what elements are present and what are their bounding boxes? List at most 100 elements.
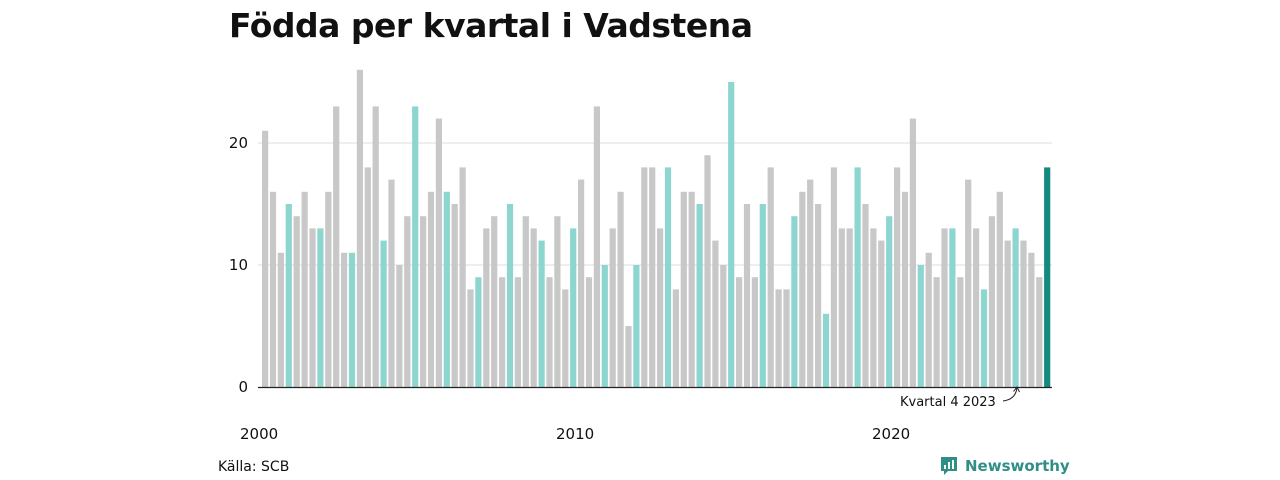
bar-2021-q2 — [933, 277, 940, 387]
bar-2011-q4 — [633, 265, 640, 387]
bar-2016-q1 — [767, 167, 774, 387]
bar-2018-q3 — [846, 228, 853, 387]
bar-2016-q2 — [775, 289, 782, 387]
bar-2000-q2 — [269, 191, 277, 387]
bar-2010-q2 — [585, 277, 593, 387]
bar-2018-q1 — [830, 167, 837, 387]
bar-2007-q2 — [491, 216, 498, 387]
bar-2013-q3 — [688, 191, 695, 387]
bar-2020-q4 — [917, 265, 924, 387]
bar-2000-q4 — [285, 204, 292, 387]
bar-2015-q4 — [759, 204, 766, 387]
bar-2024-q1 — [1020, 240, 1027, 387]
bar-2019-q1 — [862, 204, 869, 387]
y-tick-label: 20 — [229, 134, 248, 152]
bar-2011-q2 — [617, 191, 624, 387]
x-tick-label: 2000 — [240, 425, 278, 443]
bar-2009-q1 — [546, 277, 553, 387]
bar-2024-q3 — [1036, 277, 1043, 387]
bar-2011-q1 — [609, 228, 616, 387]
bar-2022-q3 — [973, 228, 980, 387]
bar-2022-q4 — [980, 289, 988, 387]
annotation-label: Kvartal 4 2023 — [900, 395, 996, 410]
bar-2007-q4 — [506, 204, 514, 387]
brand-logo: Newsworthy — [939, 456, 1070, 476]
annotation-arrowhead — [1013, 386, 1020, 393]
bar-2015-q1 — [736, 277, 743, 387]
bar-2019-q4 — [886, 216, 893, 387]
bar-2003-q3 — [372, 106, 379, 388]
x-tick-label: 2010 — [556, 425, 594, 443]
source-note: Källa: SCB — [218, 459, 290, 475]
newsworthy-logo-icon — [941, 457, 957, 475]
chart-title: Födda per kvartal i Vadstena — [229, 6, 753, 45]
bar-2008-q2 — [522, 216, 529, 387]
bar-2005-q1 — [420, 216, 427, 387]
bar-2006-q2 — [459, 167, 466, 387]
annotation-arrow — [1002, 387, 1018, 402]
bar-2020-q3 — [909, 118, 916, 387]
bar-2013-q1 — [672, 289, 679, 387]
bar-2005-q3 — [435, 118, 442, 387]
bar-2021-q3 — [941, 228, 948, 387]
bar-2003-q2 — [364, 167, 371, 387]
x-axis-ticks: 2000 2010 2020 — [240, 425, 910, 443]
bar-2008-q1 — [514, 277, 521, 387]
bar-2010-q3 — [593, 106, 600, 388]
bar-2014-q3 — [720, 265, 727, 387]
bar-2023-q3 — [1004, 240, 1011, 387]
bar-2021-q4 — [949, 228, 956, 387]
brand-name: Newsworthy — [965, 457, 1070, 475]
bar-2002-q3 — [341, 252, 348, 387]
bar-2023-q1 — [988, 216, 995, 387]
bar-2014-q1 — [704, 155, 711, 387]
bar-2001-q1 — [293, 216, 300, 387]
bar-2016-q3 — [783, 289, 790, 387]
bar-2002-q2 — [333, 106, 340, 388]
bar-2004-q1 — [388, 179, 395, 387]
bar-2001-q2 — [301, 191, 308, 387]
bar-2015-q3 — [751, 277, 758, 387]
bar-2013-q2 — [680, 191, 687, 387]
bar-2004-q4 — [412, 106, 419, 388]
bar-2012-q2 — [649, 167, 656, 387]
bar-2009-q2 — [554, 216, 561, 387]
bar-2017-q4 — [822, 313, 830, 387]
bar-2010-q4 — [601, 265, 608, 387]
latest-annotation: Kvartal 4 2023 — [900, 386, 1020, 410]
bar-2001-q4 — [317, 228, 324, 387]
bar-2009-q3 — [562, 289, 569, 387]
bar-2018-q2 — [838, 228, 845, 387]
bar-2007-q1 — [483, 228, 490, 387]
bar-2006-q4 — [475, 277, 482, 387]
bar-2008-q3 — [530, 228, 537, 387]
bar-2002-q1 — [325, 191, 332, 387]
bar-2010-q1 — [578, 179, 585, 387]
bar-2006-q3 — [467, 289, 474, 387]
bar-2005-q2 — [427, 191, 435, 387]
y-tick-label: 10 — [229, 256, 248, 274]
bar-2007-q3 — [499, 277, 506, 387]
bar-2022-q1 — [957, 277, 964, 387]
bar-2017-q1 — [799, 191, 806, 387]
bar-2023-q4 — [1012, 228, 1019, 387]
bar-2011-q3 — [625, 326, 632, 387]
bar-2024-q2 — [1028, 252, 1035, 387]
bar-2019-q3 — [878, 240, 885, 387]
bars — [262, 69, 1051, 388]
bar-2008-q4 — [538, 240, 545, 387]
bar-2023-q2 — [996, 191, 1003, 387]
bar-2006-q1 — [451, 204, 458, 387]
y-axis-ticks: 0 10 20 — [229, 134, 248, 396]
bar-2012-q3 — [657, 228, 664, 387]
bar-2022-q2 — [965, 179, 972, 387]
bar-2019-q2 — [870, 228, 877, 387]
bar-2014-q4 — [728, 82, 735, 387]
bar-2014-q2 — [712, 240, 719, 387]
bar-2005-q4 — [443, 191, 450, 387]
bar-2004-q2 — [396, 265, 403, 387]
bar-2000-q3 — [277, 252, 284, 387]
bar-2003-q1 — [356, 69, 363, 388]
bar-2017-q3 — [815, 204, 822, 387]
x-tick-label: 2020 — [872, 425, 910, 443]
